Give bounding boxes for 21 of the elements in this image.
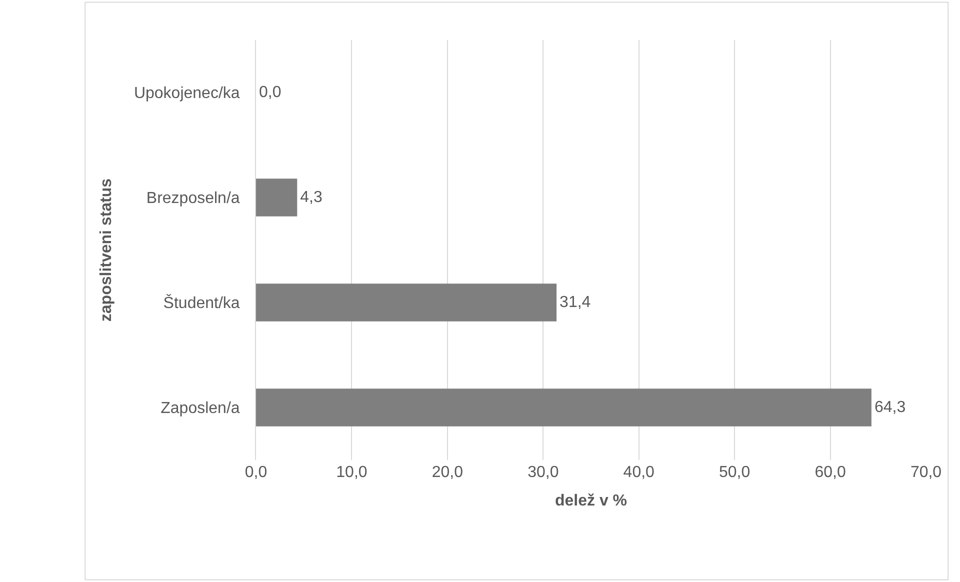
bar	[256, 178, 298, 216]
x-tick-label: 60,0	[814, 464, 846, 481]
y-axis-title: zaposlitveni status	[98, 178, 115, 322]
y-tick-label: Zaposlen/a	[160, 400, 240, 418]
y-tick-label: Upokojenec/ka	[134, 85, 240, 102]
x-tick-label: 20,0	[432, 464, 464, 481]
x-tick-label: 10,0	[336, 464, 368, 481]
x-tick-label: 70,0	[910, 464, 942, 481]
x-tick-label: 0,0	[244, 464, 268, 481]
bar	[256, 284, 557, 322]
y-tick-label: Študent/ka	[163, 294, 240, 312]
x-tick-label: 50,0	[719, 464, 750, 481]
x-tick-label: 30,0	[528, 464, 559, 481]
data-label: 64,3	[874, 399, 906, 416]
data-label: 4,3	[300, 189, 323, 206]
x-axis-title: delež v %	[554, 492, 628, 510]
x-tick-label: 40,0	[623, 464, 655, 481]
bar	[256, 388, 872, 426]
data-label: 31,4	[560, 294, 591, 311]
y-tick-label: Brezposeln/a	[146, 190, 240, 208]
data-label: 0,0	[259, 84, 282, 101]
